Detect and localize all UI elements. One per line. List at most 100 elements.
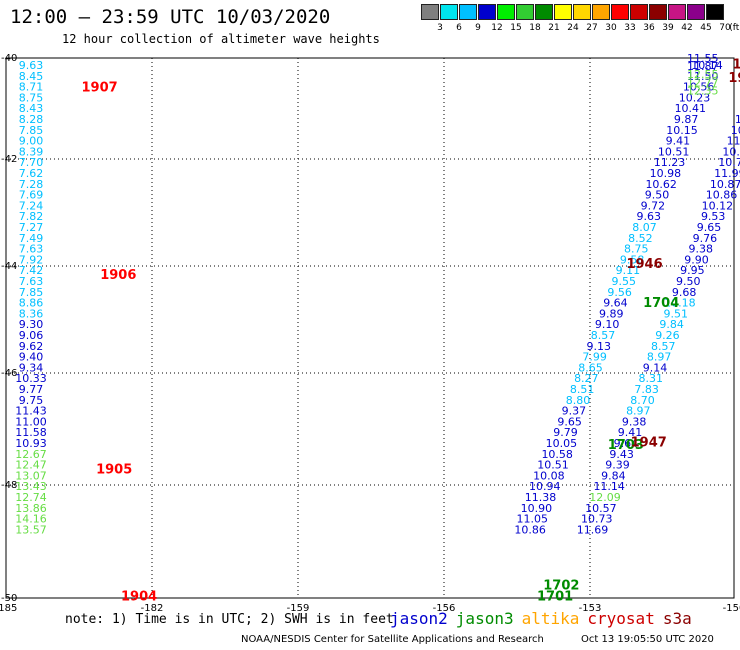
wave-height-label: 11.03 [727, 135, 740, 148]
time-label: 1947 [631, 435, 667, 450]
wave-height-label: 7.63 [19, 275, 44, 288]
colorbar-label: 6 [456, 23, 462, 33]
wave-height-label: 12.77 [687, 76, 719, 89]
satellite-legend-item: cryosat [587, 609, 655, 628]
y-tick-label: -40 [1, 53, 17, 64]
time-label: 1904 [121, 589, 157, 604]
time-label: 1701 [537, 589, 573, 604]
wave-height-label: 12.67 [15, 448, 47, 461]
wave-height-label: 8.75 [19, 91, 44, 104]
wave-height-label: 9.75 [19, 394, 44, 407]
wave-height-label: 14.16 [15, 513, 47, 526]
wave-height-label: 9.95 [680, 264, 705, 277]
colorbar-swatch [573, 4, 591, 20]
wave-height-label: 8.80 [566, 394, 591, 407]
wave-height-label: 11.99 [714, 167, 740, 180]
wave-height-label: 9.90 [684, 253, 709, 266]
colorbar-label: 70 [719, 23, 731, 33]
wave-height-label: 11.00 [15, 415, 47, 428]
time-label: 1704 [643, 296, 679, 311]
colorbar-swatch [687, 4, 705, 20]
chart-title: 12:00 – 23:59 UTC 10/03/2020 [10, 6, 331, 28]
colorbar-swatch [497, 4, 515, 20]
wave-height-label: 9.55 [612, 275, 637, 288]
wave-height-label: 9.77 [19, 383, 44, 396]
wave-height-label: 9.38 [688, 243, 713, 256]
wave-height-label: 11.38 [525, 491, 557, 504]
wave-height-label: 10.08 [722, 145, 740, 158]
wave-height-label: 9.26 [655, 329, 680, 342]
wave-height-label: 7.85 [19, 286, 44, 299]
wave-height-label: 9.38 [622, 415, 647, 428]
wave-height-label: 9.64 [614, 437, 639, 450]
colorbar-label: 36 [643, 23, 655, 33]
wave-height-label: 13.86 [15, 502, 47, 515]
wave-height-label: 9.50 [676, 275, 701, 288]
wave-height-label: 9.14 [643, 361, 668, 374]
time-label: 1907 [82, 81, 118, 96]
x-tick-label: -156 [433, 603, 456, 614]
wave-height-label: 9.13 [587, 340, 612, 353]
x-tick-label: -159 [287, 603, 310, 614]
wave-height-label: 9.58 [620, 253, 645, 266]
wave-height-label: 8.86 [19, 297, 44, 310]
wave-height-label: 9.76 [693, 232, 718, 245]
wave-height-label: 8.31 [639, 372, 664, 385]
wave-height-label: 8.70 [630, 394, 655, 407]
wave-height-label: 8.36 [19, 307, 44, 320]
wave-height-label: 11.69 [577, 523, 609, 536]
wave-height-label: 7.83 [634, 383, 659, 396]
colorbar-swatch [440, 4, 458, 20]
colorbar-swatch [706, 4, 724, 20]
wave-height-label: 10.62 [645, 178, 677, 191]
wave-height-label: 9.41 [666, 135, 691, 148]
wave-height-label: 9.62 [19, 340, 44, 353]
wave-height-label: 13.57 [15, 523, 47, 536]
wave-height-label: 10.87 [710, 178, 740, 191]
wave-height-label: 9.00 [19, 135, 44, 148]
wave-height-label: 9.51 [664, 307, 689, 320]
y-tick-label: -48 [1, 480, 17, 491]
colorbar-label: 18 [529, 23, 541, 33]
wave-height-label: 11.23 [654, 156, 686, 169]
colorbar-swatch [668, 4, 686, 20]
wave-height-label: 9.68 [672, 286, 697, 299]
wave-height-label: 7.99 [582, 351, 607, 364]
wave-height-label: 9.41 [618, 426, 643, 439]
wave-height-label: 10.58 [541, 448, 573, 461]
colorbar-swatch [554, 4, 572, 20]
wave-height-label: 9.37 [562, 405, 587, 418]
colorbar-label: 33 [624, 23, 636, 33]
time-label: 1905 [96, 462, 132, 477]
wave-height-label: 9.10 [595, 318, 620, 331]
satellite-legend: jason2 jason3 altika cryosat s3a [390, 609, 700, 628]
wave-height-label: 11.05 [516, 513, 548, 526]
wave-height-label: 11.50 [687, 70, 719, 83]
wave-height-label: 11.87 [687, 60, 719, 73]
time-label: 1906 [100, 268, 136, 283]
wave-height-label: 8.51 [570, 383, 595, 396]
colorbar-swatch [535, 4, 553, 20]
colorbar-swatch [649, 4, 667, 20]
satellite-legend-item: jason3 [455, 609, 514, 628]
wave-height-label: 10.51 [537, 459, 569, 472]
wave-height-label: 10.41 [675, 102, 707, 115]
wave-height-label: 10.18 [664, 297, 696, 310]
wave-height-label: 10.72 [718, 156, 740, 169]
time-label: 1946 [626, 257, 662, 272]
wave-height-label: 8.57 [591, 329, 616, 342]
wave-height-label: 7.62 [19, 167, 44, 180]
wave-height-label: 8.65 [578, 361, 603, 374]
wave-height-label: 8.28 [19, 113, 44, 126]
wave-height-label: 10.33 [15, 372, 47, 385]
wave-height-label: 9.72 [641, 199, 666, 212]
wave-height-label: 10.90 [521, 502, 553, 515]
wave-height-label: 9.84 [601, 469, 626, 482]
colorbar-label: 30 [605, 23, 617, 33]
colorbar-label: 15 [510, 23, 522, 33]
wave-height-label: 8.39 [19, 145, 44, 158]
colorbar-label: 9 [475, 23, 481, 33]
wave-height-label: 9.89 [599, 307, 624, 320]
wave-height-label: 8.75 [624, 243, 649, 256]
wave-height-label: 12.35 [687, 84, 719, 97]
